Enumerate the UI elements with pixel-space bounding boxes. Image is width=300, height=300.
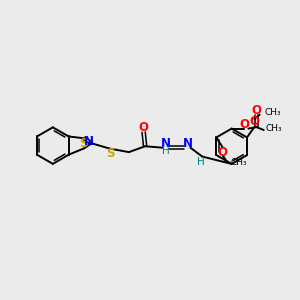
Text: S: S [106, 147, 115, 161]
Text: O: O [139, 121, 148, 134]
Text: CH₃: CH₃ [264, 108, 281, 117]
Text: O: O [249, 115, 259, 128]
Text: H: H [162, 146, 170, 156]
Text: O: O [251, 104, 261, 117]
Text: O: O [239, 118, 249, 131]
Text: CH₃: CH₃ [265, 124, 282, 133]
Text: N: N [84, 135, 94, 148]
Text: CH₃: CH₃ [230, 158, 247, 167]
Text: H: H [197, 158, 205, 167]
Text: N: N [182, 137, 193, 150]
Text: S: S [79, 136, 88, 149]
Text: N: N [161, 137, 171, 150]
Text: O: O [218, 146, 228, 159]
